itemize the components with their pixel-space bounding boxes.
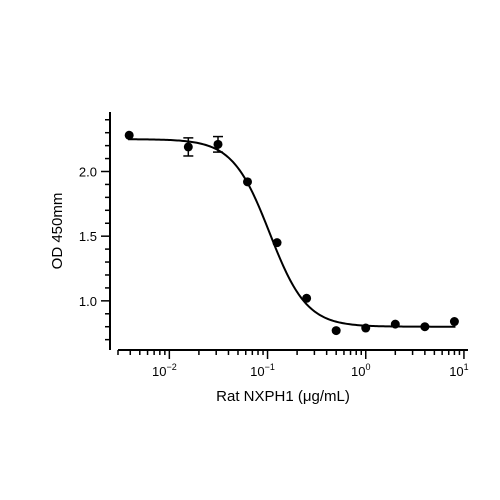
- x-axis-ticks: 10−2 10−1 100 101: [117, 350, 469, 379]
- data-point: [361, 323, 371, 333]
- data-point: [242, 177, 252, 187]
- y-tick-label: 1.0: [79, 294, 97, 309]
- plot-area: [124, 130, 459, 336]
- x-tick-label: 10−2: [152, 362, 177, 379]
- x-axis-title: Rat NXPH1 (μg/mL): [216, 388, 350, 405]
- data-point: [390, 319, 400, 329]
- data-point: [449, 317, 459, 327]
- data-point: [420, 322, 430, 332]
- fit-curve: [128, 138, 456, 328]
- y-axis-title: OD 450mm: [49, 193, 66, 270]
- data-point: [331, 326, 341, 336]
- data-point: [302, 293, 312, 303]
- data-point: [272, 238, 282, 248]
- data-point: [124, 130, 134, 140]
- x-tick-label: 101: [449, 362, 468, 379]
- y-tick-label: 1.5: [79, 229, 97, 244]
- y-tick-label: 2.0: [79, 165, 97, 180]
- x-tick-label: 10−1: [250, 362, 275, 379]
- data-point: [213, 139, 223, 149]
- x-tick-label: 100: [351, 362, 370, 379]
- y-axis-ticks: 1.0 1.5 2.0: [79, 119, 110, 341]
- data-point: [183, 142, 193, 152]
